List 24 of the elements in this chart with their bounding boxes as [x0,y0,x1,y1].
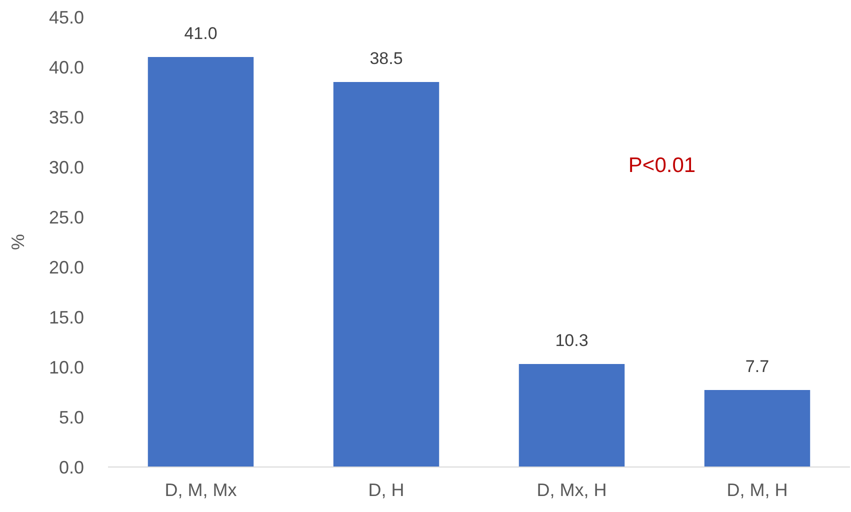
y-tick-label: 10.0 [48,357,84,378]
y-axis-title: % [8,234,28,250]
y-tick-label: 20.0 [48,257,84,278]
data-label: 10.3 [555,331,588,350]
y-tick-label: 25.0 [48,207,84,228]
annotation: P<0.01 [628,154,696,177]
bar [518,364,625,467]
data-label: 38.5 [370,49,403,68]
y-tick-label: 40.0 [48,57,84,78]
bar [333,82,440,467]
data-label: 41.0 [184,24,218,43]
x-tick-label: D, M, H [726,480,788,500]
y-tick-label: 30.0 [48,157,84,178]
y-tick-label: 0.0 [58,457,84,478]
x-tick-label: D, H [368,480,404,500]
y-tick-label: 35.0 [48,107,84,128]
x-tick-label: D, M, Mx [164,480,237,500]
data-label: 7.7 [745,357,770,376]
y-tick-label: 5.0 [58,407,84,428]
bar [148,57,254,467]
y-tick-label: 15.0 [48,307,84,328]
bar [704,390,810,467]
x-tick-label: D, Mx, H [536,480,607,500]
y-tick-label: 45.0 [48,7,84,28]
